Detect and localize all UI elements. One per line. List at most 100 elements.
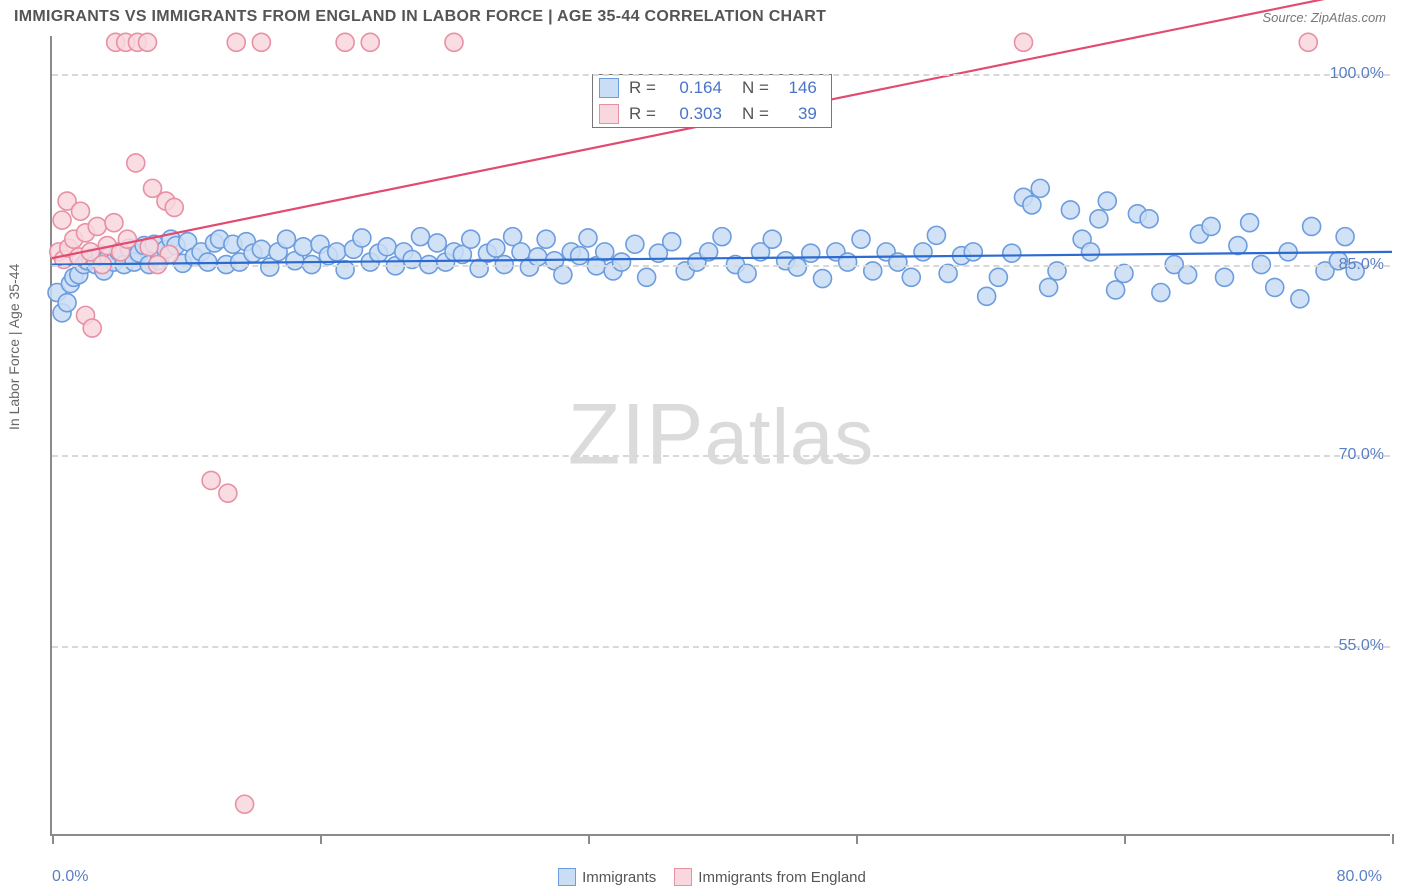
x-tick	[856, 834, 858, 844]
correlation-legend: R =0.164N =146R =0.303N =39	[592, 74, 832, 128]
scatter-plot	[52, 36, 1390, 834]
data-point	[165, 198, 183, 216]
x-tick	[52, 834, 54, 844]
data-point	[127, 154, 145, 172]
data-point	[83, 319, 101, 337]
data-point	[462, 230, 480, 248]
data-point	[663, 233, 681, 251]
data-point	[914, 243, 932, 261]
x-tick	[320, 834, 322, 844]
data-point	[1061, 201, 1079, 219]
data-point	[428, 234, 446, 252]
gridline	[52, 455, 1390, 457]
data-point	[839, 253, 857, 271]
data-point	[1241, 214, 1259, 232]
data-point	[554, 266, 572, 284]
data-point	[1202, 217, 1220, 235]
data-point	[964, 243, 982, 261]
n-value: 146	[779, 78, 817, 98]
data-point	[1229, 237, 1247, 255]
data-point	[412, 228, 430, 246]
x-tick	[588, 834, 590, 844]
data-point	[638, 268, 656, 286]
legend-swatch	[558, 868, 576, 886]
data-point	[236, 795, 254, 813]
data-point	[1015, 33, 1033, 51]
data-point	[537, 230, 555, 248]
data-point	[336, 33, 354, 51]
data-point	[361, 33, 379, 51]
data-point	[58, 294, 76, 312]
legend-swatch	[599, 104, 619, 124]
legend-row: R =0.303N =39	[593, 101, 823, 127]
data-point	[328, 243, 346, 261]
data-point	[1090, 210, 1108, 228]
data-point	[571, 247, 589, 265]
legend-row: R =0.164N =146	[593, 75, 823, 101]
data-point	[852, 230, 870, 248]
data-point	[1336, 228, 1354, 246]
data-point	[1299, 33, 1317, 51]
data-point	[713, 228, 731, 246]
data-point	[902, 268, 920, 286]
data-point	[738, 264, 756, 282]
gridline	[52, 265, 1390, 267]
data-point	[445, 33, 463, 51]
legend-swatch	[599, 78, 619, 98]
data-point	[989, 268, 1007, 286]
data-point	[1107, 281, 1125, 299]
data-point	[219, 484, 237, 502]
source-credit: Source: ZipAtlas.com	[1262, 10, 1386, 25]
data-point	[1040, 278, 1058, 296]
data-point	[105, 214, 123, 232]
data-point	[1098, 192, 1116, 210]
y-tick-label: 70.0%	[1304, 446, 1384, 464]
data-point	[118, 230, 136, 248]
data-point	[1082, 243, 1100, 261]
data-point	[763, 230, 781, 248]
data-point	[788, 258, 806, 276]
data-point	[1216, 268, 1234, 286]
data-point	[626, 235, 644, 253]
r-value: 0.164	[666, 78, 722, 98]
data-point	[1115, 264, 1133, 282]
data-point	[252, 33, 270, 51]
page-title: IMMIGRANTS VS IMMIGRANTS FROM ENGLAND IN…	[14, 8, 826, 26]
data-point	[1003, 244, 1021, 262]
data-point	[53, 211, 71, 229]
y-tick-label: 55.0%	[1304, 637, 1384, 655]
data-point	[1179, 266, 1197, 284]
series-legend: ImmigrantsImmigrants from England	[0, 868, 1406, 886]
data-point	[487, 239, 505, 257]
data-point	[939, 264, 957, 282]
data-point	[613, 253, 631, 271]
data-point	[596, 243, 614, 261]
data-point	[802, 244, 820, 262]
data-point	[1023, 196, 1041, 214]
data-point	[814, 270, 832, 288]
data-point	[71, 202, 89, 220]
chart-area: ZIPatlas R =0.164N =146R =0.303N =39 55.…	[50, 36, 1390, 836]
data-point	[336, 261, 354, 279]
data-point	[202, 471, 220, 489]
y-tick-label: 85.0%	[1304, 256, 1384, 274]
data-point	[227, 33, 245, 51]
data-point	[294, 238, 312, 256]
data-point	[138, 33, 156, 51]
data-point	[1291, 290, 1309, 308]
data-point	[278, 230, 296, 248]
data-point	[579, 229, 597, 247]
gridline	[52, 74, 1390, 76]
y-tick-label: 100.0%	[1304, 65, 1384, 83]
legend-label: Immigrants from England	[698, 869, 866, 886]
n-value: 39	[779, 104, 817, 124]
data-point	[978, 287, 996, 305]
data-point	[529, 248, 547, 266]
data-point	[1031, 179, 1049, 197]
data-point	[1303, 217, 1321, 235]
data-point	[927, 226, 945, 244]
x-tick	[1124, 834, 1126, 844]
x-tick	[1392, 834, 1394, 844]
data-point	[1266, 278, 1284, 296]
data-point	[1152, 284, 1170, 302]
